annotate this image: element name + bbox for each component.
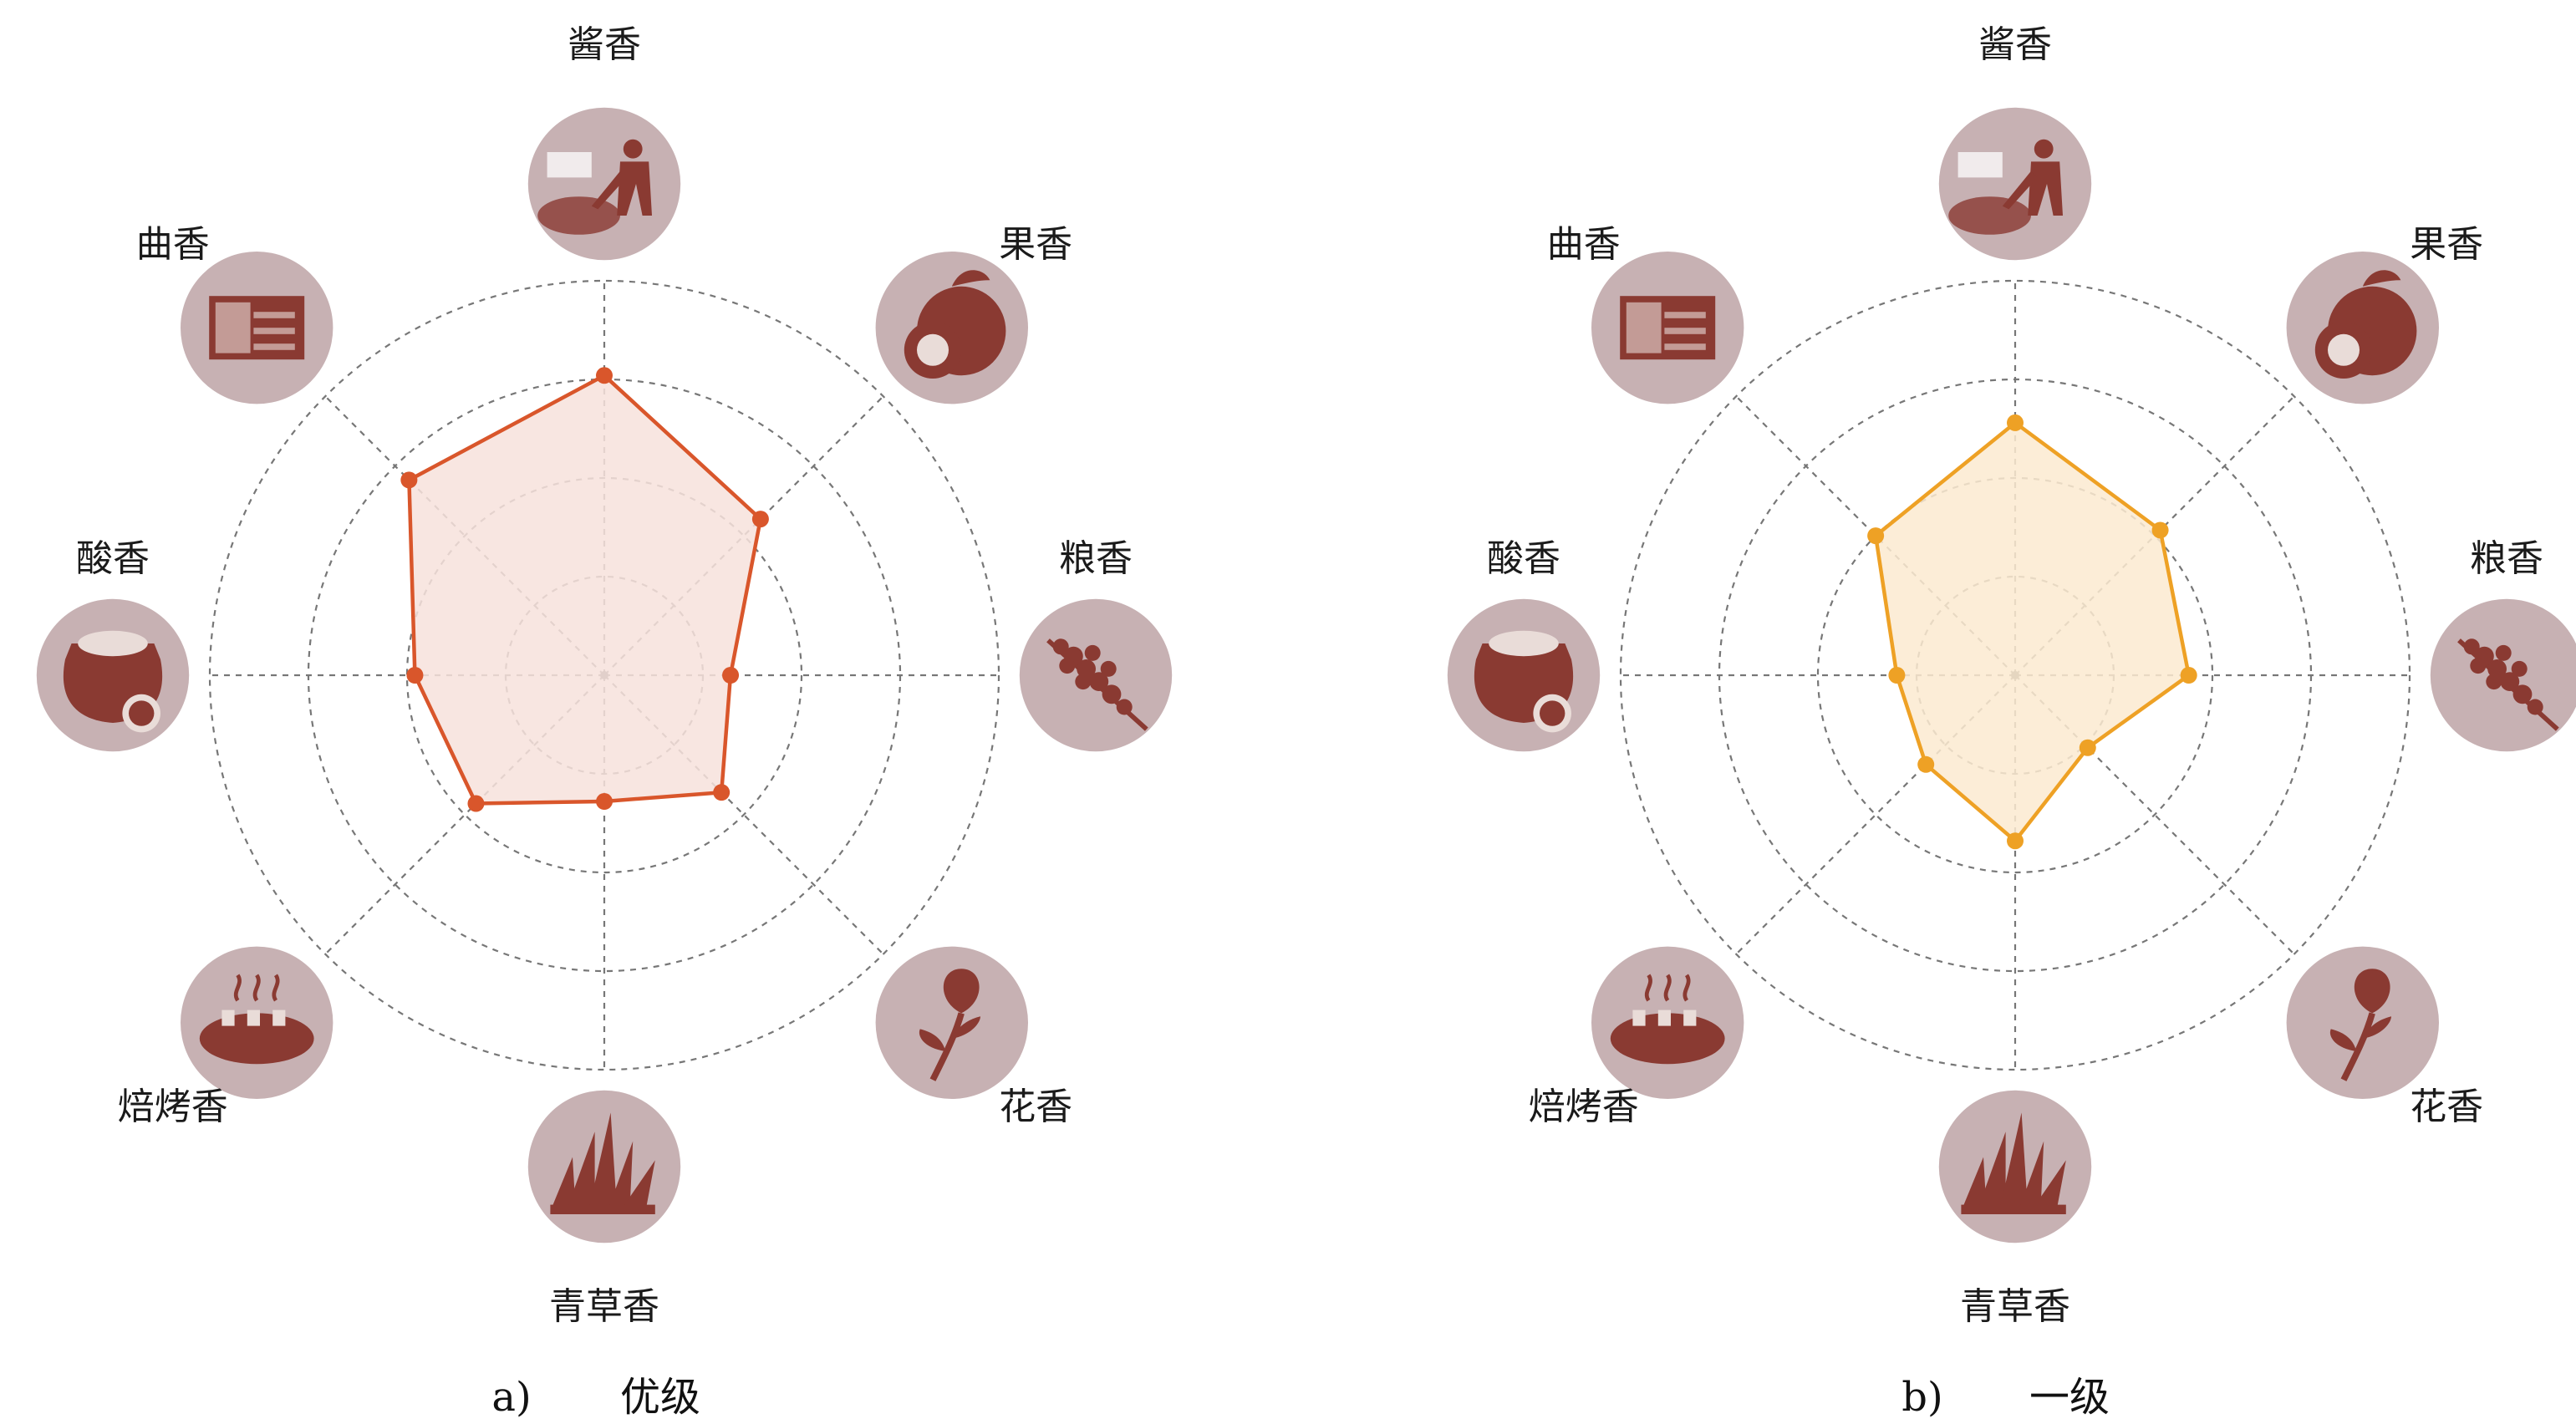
data-point	[713, 784, 731, 801]
axis-spoke	[1735, 395, 2016, 676]
data-point	[2180, 667, 2197, 684]
data-point	[751, 511, 769, 528]
axis-label: 果香	[999, 223, 1072, 266]
axis-label: 曲香	[1547, 223, 1621, 266]
axis-spoke	[2014, 674, 2295, 955]
axis-label: 焙烤香	[1529, 1086, 1639, 1128]
fermentation-jar-icon	[36, 598, 190, 752]
caption-text-a: 优级	[620, 1374, 700, 1421]
grain-spike-icon	[1020, 599, 1172, 751]
data-point	[467, 795, 485, 812]
grass-icon	[527, 1090, 681, 1243]
data-point	[2007, 832, 2024, 850]
data-point	[406, 667, 424, 684]
axis-label: 花香	[2410, 1086, 2483, 1128]
axis-spoke	[1735, 674, 2016, 955]
axis-spoke	[324, 674, 605, 955]
axis-spoke	[2014, 395, 2295, 676]
grid-ring	[1619, 279, 2411, 1071]
data-point	[596, 367, 613, 384]
caption-letter-b: b)	[1901, 1374, 1942, 1421]
axis-label: 粮香	[1059, 537, 1133, 580]
axis-label: 花香	[999, 1086, 1072, 1128]
axis-label: 粮香	[2470, 537, 2543, 580]
data-point	[722, 667, 740, 684]
caption-text-b: 一级	[2029, 1374, 2110, 1421]
data-point	[2151, 521, 2169, 539]
axis-label: 青草香	[549, 1285, 659, 1328]
grid-ring	[208, 279, 1000, 1071]
data-point	[2007, 414, 2024, 431]
flower-icon	[876, 947, 1028, 1099]
person-shoveling-grain-icon	[527, 107, 681, 261]
data-point	[2079, 739, 2096, 756]
axis-label: 果香	[2410, 223, 2483, 266]
baked-bread-icon	[1591, 947, 1744, 1099]
axis-spoke	[603, 395, 884, 676]
axis-label: 酸香	[1487, 537, 1560, 580]
series-polygon	[1873, 420, 2191, 843]
axis-label: 酱香	[1978, 23, 2052, 66]
axis-label: 焙烤香	[118, 1086, 228, 1128]
grass-icon	[1938, 1090, 2092, 1243]
axis-spoke	[324, 395, 605, 676]
fruit-icon	[2286, 252, 2439, 404]
qu-block-icon	[1591, 252, 1744, 404]
person-shoveling-grain-icon	[1938, 107, 2092, 261]
caption-letter-a: a)	[491, 1374, 531, 1421]
axis-label: 酸香	[76, 537, 150, 580]
axis-spoke	[603, 674, 884, 955]
data-point	[596, 793, 613, 811]
data-point	[400, 471, 418, 489]
data-point	[1867, 527, 1885, 545]
baked-bread-icon	[181, 947, 333, 1099]
data-point	[1888, 667, 1906, 684]
axis-label: 青草香	[1960, 1285, 2070, 1328]
axis-label: 酱香	[568, 23, 641, 66]
flower-icon	[2287, 947, 2439, 1099]
data-point	[1917, 755, 1935, 773]
qu-block-icon	[181, 252, 333, 404]
grain-spike-icon	[2431, 599, 2576, 751]
axis-label: 曲香	[136, 223, 210, 266]
fruit-icon	[875, 252, 1028, 404]
series-polygon	[407, 374, 763, 806]
fermentation-jar-icon	[1447, 598, 1601, 752]
